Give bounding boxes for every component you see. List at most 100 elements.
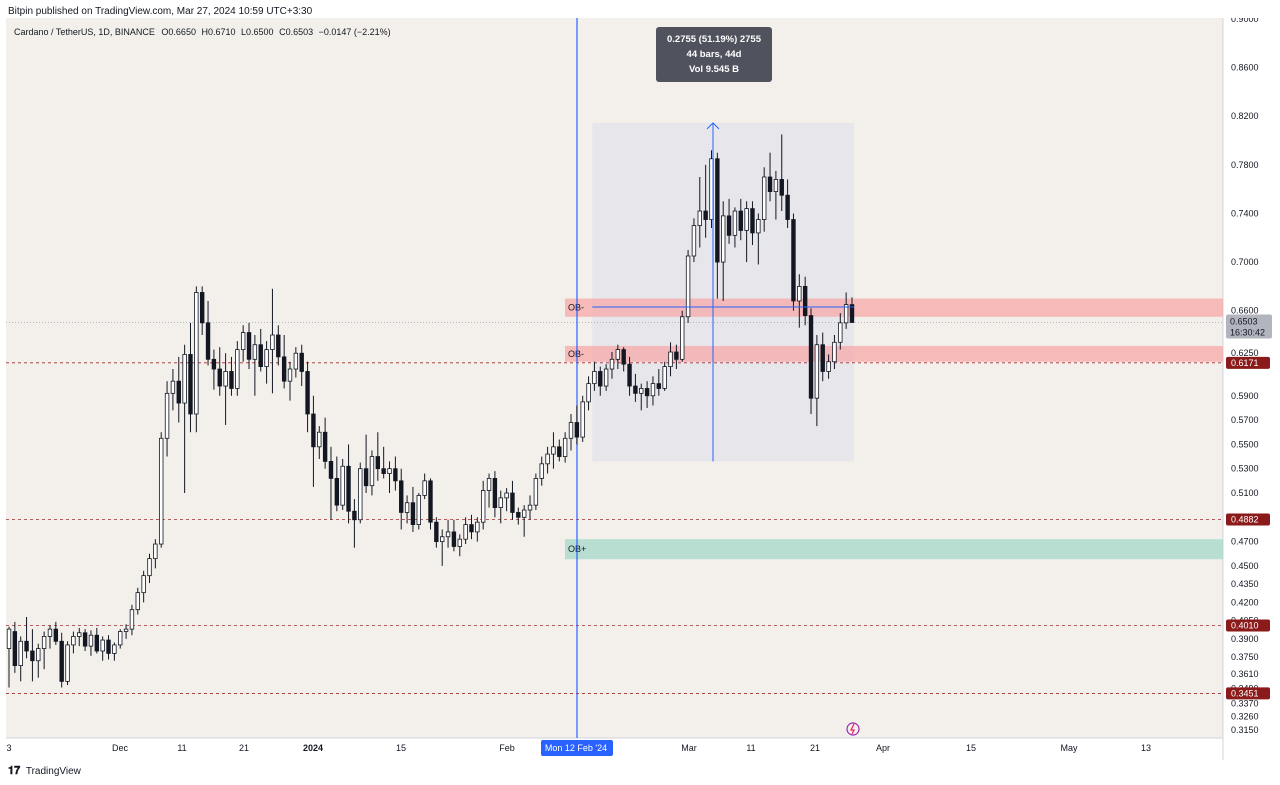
order-block-zone	[565, 345, 1223, 362]
candle-body	[656, 383, 662, 389]
candle-body	[211, 358, 217, 370]
price-tick-label: 0.6600	[1231, 306, 1259, 316]
time-tick-label: 21	[239, 743, 249, 753]
order-block-zone	[565, 298, 1223, 317]
candlestick-chart[interactable]: OB-OB-OB+0.90000.86000.82000.78000.74000…	[6, 18, 1274, 760]
candle-body	[721, 215, 726, 263]
candle-body	[77, 632, 82, 637]
time-tick-label: 21	[810, 743, 820, 753]
candle-body	[369, 456, 375, 487]
level-price-badge	[1226, 513, 1270, 526]
candle-body	[311, 413, 316, 448]
candle-body	[668, 351, 673, 367]
candle-body	[791, 219, 796, 302]
candle-body	[194, 292, 199, 415]
candle-body	[334, 478, 340, 506]
candle-body	[276, 334, 281, 358]
candle-body	[598, 371, 603, 387]
candle-body	[469, 524, 474, 533]
candle-body	[164, 392, 170, 439]
price-tick-label: 0.6250	[1231, 348, 1259, 358]
price-tick-label: 0.5900	[1231, 391, 1259, 401]
time-tick-label: 11	[746, 743, 755, 753]
candle-body	[71, 636, 76, 646]
symbol-legend: Cardano / TetherUS, 1D, BINANCE O0.6650 …	[14, 27, 391, 37]
tradingview-footer[interactable]: 𝟏𝟕 TradingView	[8, 765, 81, 778]
price-tick-label: 0.5300	[1231, 464, 1259, 474]
date-marker-badge	[541, 740, 613, 756]
candle-body	[527, 504, 533, 511]
candle-body	[674, 351, 679, 360]
time-tick-label: 3	[6, 743, 11, 753]
candle-body	[82, 632, 88, 647]
candle-body	[147, 558, 152, 577]
price-tick-label: 0.7800	[1231, 160, 1259, 170]
candle-body	[703, 210, 708, 220]
candle-body	[744, 208, 749, 231]
candle-body	[504, 492, 509, 499]
candle-body	[697, 210, 702, 227]
level-price-text: 0.6171	[1231, 358, 1259, 368]
candle-body	[199, 292, 205, 324]
candle-body	[328, 460, 334, 479]
event-icon	[846, 722, 860, 736]
candle-body	[510, 492, 515, 513]
candle-body	[615, 349, 621, 360]
level-price-badge	[1226, 356, 1270, 369]
candle-body	[346, 465, 351, 512]
candle-body	[106, 639, 111, 654]
candle-body	[650, 383, 656, 397]
candle-body	[24, 640, 29, 652]
candle-body	[393, 468, 398, 482]
countdown-text: 16:30:42	[1230, 327, 1265, 337]
candle-body	[399, 480, 404, 513]
symbol-title[interactable]: Cardano / TetherUS, 1D, BINANCE	[14, 27, 155, 37]
time-tick-label: Apr	[876, 743, 890, 753]
candle-body	[123, 628, 129, 632]
candle-body	[159, 437, 164, 545]
candle-body	[609, 358, 615, 370]
candle-body	[832, 341, 837, 363]
price-tick-label: 0.3150	[1231, 725, 1259, 735]
candle-body	[644, 388, 650, 397]
candle-body	[808, 315, 814, 399]
candle-body	[533, 478, 539, 506]
date-marker-text: Mon 12 Feb '24	[545, 743, 607, 753]
candle-body	[317, 431, 322, 448]
chart-area[interactable]: OB-OB-OB+0.90000.86000.82000.78000.74000…	[6, 18, 1274, 760]
measure-tooltip: 0.2755 (51.19%) 2755 44 bars, 44d Vol 9.…	[656, 27, 772, 82]
candle-body	[217, 368, 222, 387]
candle-body	[685, 255, 691, 318]
candle-body	[153, 543, 158, 560]
candle-body	[387, 468, 392, 474]
time-tick-label: 2024	[303, 743, 323, 753]
time-tick-label: 15	[396, 743, 406, 753]
level-price-badge	[1226, 619, 1270, 632]
candle-body	[65, 644, 70, 682]
time-tick-label: 11	[177, 743, 186, 753]
candle-body	[6, 628, 12, 649]
candle-body	[767, 176, 773, 192]
price-tick-label: 0.3370	[1231, 698, 1259, 708]
candle-body	[785, 194, 790, 220]
candle-body	[287, 368, 293, 382]
candle-body	[498, 497, 503, 508]
candle-body	[47, 628, 53, 637]
candle-body	[270, 334, 275, 350]
price-tick-label: 0.4200	[1231, 597, 1259, 607]
lightning-icon	[850, 723, 855, 735]
candle-body	[849, 304, 855, 323]
candle-body	[639, 388, 644, 394]
candle-body	[557, 446, 562, 457]
candle-body	[141, 575, 146, 594]
candle-body	[12, 631, 18, 666]
candle-body	[375, 456, 381, 470]
candle-body	[802, 285, 808, 316]
ohlc-low: L0.6500	[241, 27, 274, 37]
candle-body	[264, 349, 269, 368]
candle-body	[53, 628, 59, 642]
time-tick-label: 15	[966, 743, 976, 753]
candle-body	[627, 363, 632, 387]
candle-body	[170, 380, 176, 394]
candle-body	[633, 385, 638, 394]
